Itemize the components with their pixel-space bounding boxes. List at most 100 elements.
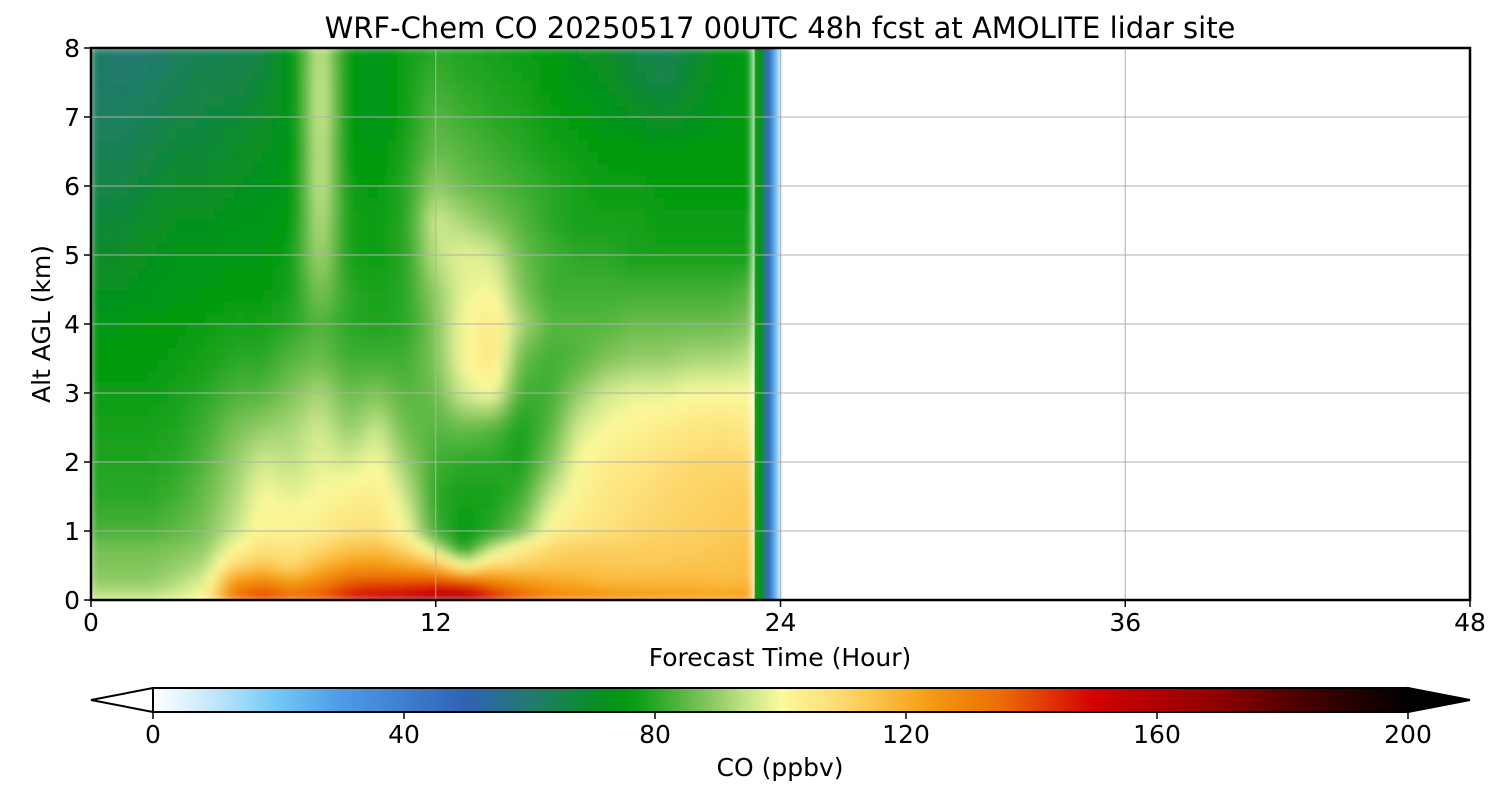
heatmap-cell bbox=[607, 231, 619, 245]
heatmap-cell bbox=[348, 392, 360, 406]
heatmap-cell bbox=[454, 507, 466, 521]
heatmap-cell bbox=[368, 173, 379, 187]
heatmap-cell bbox=[301, 472, 312, 486]
heatmap-cell bbox=[597, 564, 609, 572]
heatmap-cell bbox=[234, 593, 245, 600]
heatmap-cell bbox=[301, 185, 312, 199]
heatmap-cell bbox=[636, 392, 648, 406]
heatmap-cell bbox=[128, 219, 140, 233]
heatmap-cell bbox=[492, 582, 504, 590]
heatmap-cell bbox=[435, 357, 446, 371]
heatmap-cell bbox=[540, 242, 552, 256]
heatmap-cell bbox=[492, 265, 504, 279]
heatmap-cell bbox=[320, 472, 332, 486]
heatmap-cell bbox=[511, 547, 523, 555]
heatmap-cell bbox=[291, 426, 303, 440]
heatmap-cell bbox=[272, 570, 284, 578]
heatmap-cell bbox=[636, 426, 648, 440]
heatmap-cell bbox=[301, 518, 312, 532]
heatmap-cell bbox=[684, 495, 695, 509]
heatmap-cell bbox=[454, 185, 466, 199]
heatmap-cell bbox=[425, 81, 437, 95]
heatmap-cell bbox=[674, 219, 686, 233]
heatmap-cell bbox=[396, 93, 408, 107]
heatmap-cell bbox=[128, 576, 140, 584]
heatmap-cell bbox=[435, 553, 446, 561]
heatmap-cell bbox=[377, 518, 389, 532]
heatmap-cell bbox=[550, 254, 561, 268]
heatmap-cell bbox=[473, 570, 485, 578]
heatmap-cell bbox=[281, 346, 293, 360]
heatmap-cell bbox=[588, 403, 600, 417]
heatmap-cell bbox=[224, 553, 236, 561]
heatmap-cell bbox=[99, 518, 111, 532]
heatmap-cell bbox=[387, 415, 399, 429]
heatmap-cell bbox=[377, 58, 389, 72]
heatmap-cell bbox=[109, 426, 121, 440]
heatmap-cell bbox=[578, 541, 590, 549]
heatmap-cell bbox=[368, 93, 379, 107]
heatmap-cell bbox=[645, 530, 657, 538]
heatmap-cell bbox=[167, 484, 178, 498]
heatmap-cell bbox=[722, 536, 734, 544]
heatmap-cell bbox=[358, 559, 370, 567]
heatmap-cell bbox=[463, 93, 475, 107]
heatmap-cell bbox=[329, 547, 341, 555]
heatmap-cell bbox=[253, 415, 264, 429]
heatmap-cell bbox=[205, 438, 217, 452]
heatmap-cell bbox=[559, 196, 571, 210]
heatmap-cell bbox=[186, 507, 197, 521]
heatmap-cell bbox=[195, 547, 207, 555]
heatmap-cell bbox=[569, 495, 580, 509]
heatmap-cell bbox=[626, 541, 638, 549]
heatmap-cell bbox=[415, 553, 427, 561]
heatmap-cell bbox=[712, 346, 724, 360]
heatmap-cell bbox=[281, 81, 293, 95]
heatmap-cell bbox=[693, 208, 705, 222]
heatmap-cell bbox=[559, 116, 571, 130]
heatmap-cell bbox=[224, 507, 236, 521]
heatmap-cell bbox=[425, 582, 437, 590]
heatmap-cell bbox=[205, 415, 217, 429]
heatmap-cell bbox=[176, 415, 188, 429]
heatmap-cell bbox=[425, 150, 437, 164]
heatmap-cell bbox=[626, 582, 638, 590]
heatmap-cell bbox=[502, 576, 513, 584]
heatmap-cell bbox=[329, 472, 341, 486]
heatmap-cell bbox=[664, 530, 676, 538]
colorbar-tick-label: 200 bbox=[1384, 720, 1432, 749]
heatmap-cell bbox=[502, 392, 513, 406]
heatmap-cell bbox=[693, 311, 705, 325]
heatmap-cell bbox=[119, 219, 130, 233]
heatmap-cell bbox=[550, 219, 561, 233]
heatmap-cell bbox=[473, 582, 485, 590]
heatmap-cell bbox=[617, 518, 628, 532]
heatmap-cell bbox=[358, 311, 370, 325]
heatmap-cell bbox=[645, 582, 657, 590]
heatmap-cell bbox=[511, 415, 523, 429]
heatmap-cell bbox=[406, 196, 418, 210]
heatmap-cell bbox=[138, 139, 150, 153]
heatmap-cell bbox=[578, 495, 590, 509]
heatmap-cell bbox=[597, 484, 609, 498]
heatmap-cell bbox=[176, 438, 188, 452]
heatmap-cell bbox=[597, 139, 609, 153]
heatmap-cell bbox=[119, 369, 130, 383]
heatmap-cell bbox=[435, 150, 446, 164]
heatmap-cell bbox=[463, 104, 475, 118]
heatmap-cell bbox=[636, 162, 648, 176]
heatmap-cell bbox=[186, 104, 197, 118]
heatmap-cell bbox=[377, 593, 389, 600]
heatmap-cell bbox=[511, 277, 523, 291]
heatmap-cell bbox=[396, 185, 408, 199]
heatmap-cell bbox=[358, 58, 370, 72]
heatmap-cell bbox=[243, 277, 255, 291]
heatmap-cell bbox=[214, 449, 226, 463]
heatmap-cell bbox=[540, 93, 552, 107]
heatmap-cell bbox=[511, 265, 523, 279]
heatmap-cell bbox=[483, 536, 494, 544]
heatmap-cell bbox=[205, 219, 217, 233]
heatmap-cell bbox=[444, 196, 456, 210]
heatmap-cell bbox=[626, 564, 638, 572]
heatmap-cell bbox=[741, 58, 753, 72]
